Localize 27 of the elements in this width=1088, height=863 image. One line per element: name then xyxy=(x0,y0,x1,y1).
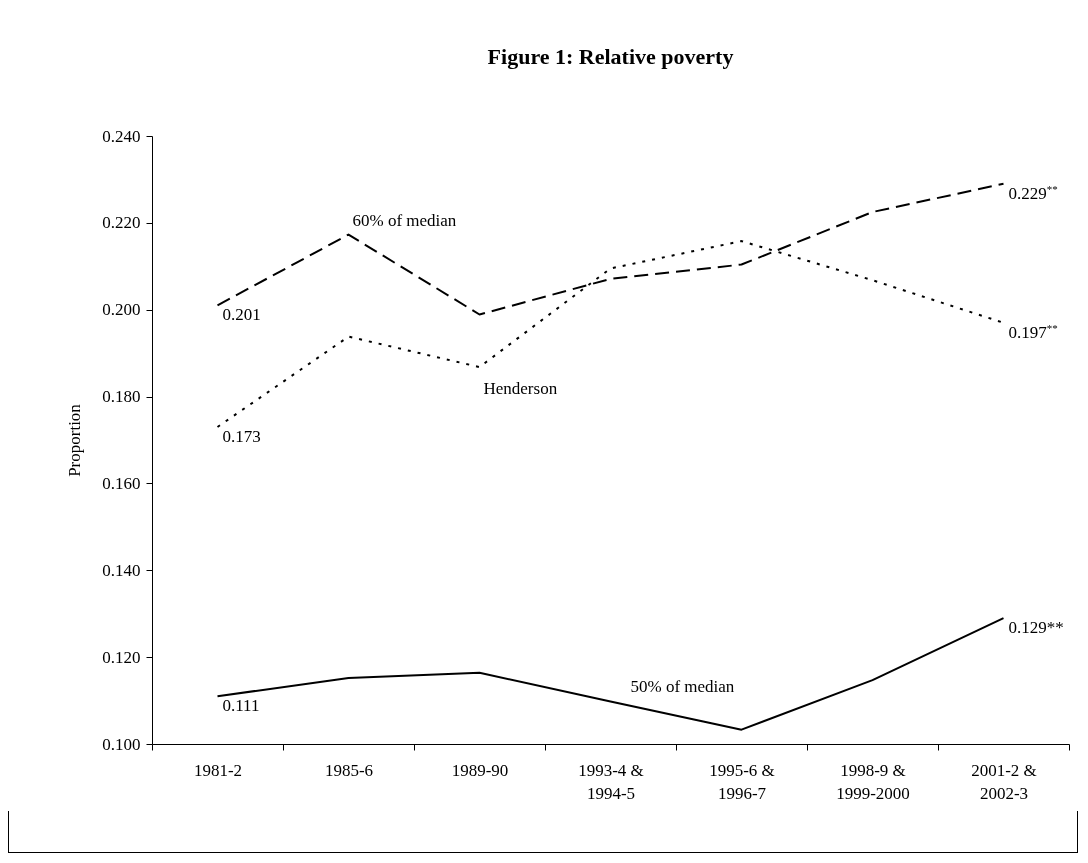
x-tick-label: 1993-4 & 1994-5 xyxy=(578,760,644,803)
series-label: Henderson xyxy=(483,379,558,399)
x-tick-label: 1989-90 xyxy=(451,760,509,780)
y-tick-label: 0.220 xyxy=(102,213,141,233)
x-tick-label: 1995-6 & 1996-7 xyxy=(709,760,775,803)
data-label: 0.173 xyxy=(222,426,261,446)
y-tick-label: 0.160 xyxy=(102,473,141,493)
y-tick-label: 0.100 xyxy=(102,734,141,754)
data-label: 0.129** xyxy=(1008,618,1064,638)
x-tick-label: 2001-2 & 2002-3 xyxy=(971,760,1037,803)
data-label: 0.111 xyxy=(222,696,260,716)
data-label: 0.197$^{**}$ xyxy=(1008,321,1058,342)
series-label: 50% of median xyxy=(630,677,735,697)
y-tick-label: 0.180 xyxy=(102,387,141,407)
x-tick-label: 1985-6 xyxy=(324,760,374,780)
y-axis-title: Proportion xyxy=(65,403,85,477)
x-tick-label: 1981-2 xyxy=(193,760,243,780)
y-tick-label: 0.120 xyxy=(102,647,141,667)
y-tick-label: 0.240 xyxy=(102,126,141,146)
y-tick-label: 0.200 xyxy=(102,300,141,320)
x-tick-label: 1998-9 & 1999-2000 xyxy=(836,760,910,803)
line-series xyxy=(216,617,1005,731)
data-label: 0.201 xyxy=(222,305,261,325)
data-label: 0.229$^{**}$ xyxy=(1008,182,1058,203)
y-tick-label: 0.140 xyxy=(102,560,141,580)
series-label: 60% of median xyxy=(352,210,457,230)
chart-title: Figure 1: Relative poverty xyxy=(487,44,734,69)
